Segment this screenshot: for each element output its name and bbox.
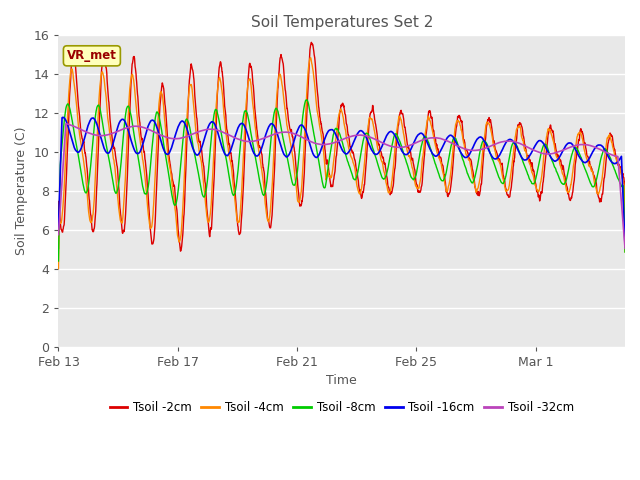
Y-axis label: Soil Temperature (C): Soil Temperature (C) xyxy=(15,127,28,255)
Tsoil -8cm xyxy=(54,258,62,264)
Line: Tsoil -2cm: Tsoil -2cm xyxy=(58,42,625,251)
Tsoil -16cm xyxy=(186,137,194,143)
Tsoil -16cm xyxy=(136,150,143,156)
Tsoil -4cm xyxy=(186,82,194,88)
Title: Soil Temperatures Set 2: Soil Temperatures Set 2 xyxy=(250,15,433,30)
Line: Tsoil -16cm: Tsoil -16cm xyxy=(58,117,625,246)
Tsoil -16cm xyxy=(280,150,287,156)
Tsoil -32cm xyxy=(82,129,90,135)
Tsoil -4cm xyxy=(307,55,314,60)
Tsoil -16cm xyxy=(60,114,67,120)
Text: VR_met: VR_met xyxy=(67,49,117,62)
Tsoil -8cm xyxy=(82,190,90,196)
Tsoil -16cm xyxy=(621,243,629,249)
Tsoil -32cm xyxy=(54,232,62,238)
Tsoil -8cm xyxy=(182,117,189,123)
X-axis label: Time: Time xyxy=(326,374,357,387)
Tsoil -2cm xyxy=(177,248,184,254)
Tsoil -2cm xyxy=(621,234,629,240)
Tsoil -4cm xyxy=(279,90,287,96)
Tsoil -16cm xyxy=(468,145,476,151)
Tsoil -8cm xyxy=(135,160,143,166)
Tsoil -8cm xyxy=(621,249,629,255)
Tsoil -2cm xyxy=(135,113,143,119)
Tsoil -16cm xyxy=(82,130,90,136)
Tsoil -32cm xyxy=(280,129,287,135)
Tsoil -32cm xyxy=(136,124,143,130)
Tsoil -2cm xyxy=(308,39,316,45)
Tsoil -2cm xyxy=(182,159,190,165)
Tsoil -32cm xyxy=(182,134,190,140)
Tsoil -2cm xyxy=(280,63,287,69)
Tsoil -32cm xyxy=(62,121,70,127)
Tsoil -4cm xyxy=(621,249,629,254)
Tsoil -32cm xyxy=(468,147,476,153)
Tsoil -4cm xyxy=(468,175,476,180)
Tsoil -2cm xyxy=(469,168,477,174)
Tsoil -8cm xyxy=(303,97,310,103)
Tsoil -4cm xyxy=(82,173,90,179)
Line: Tsoil -4cm: Tsoil -4cm xyxy=(58,58,625,269)
Tsoil -8cm xyxy=(186,126,194,132)
Tsoil -4cm xyxy=(54,266,62,272)
Tsoil -16cm xyxy=(182,123,190,129)
Tsoil -4cm xyxy=(182,137,189,143)
Tsoil -32cm xyxy=(621,245,629,251)
Tsoil -8cm xyxy=(468,180,476,186)
Tsoil -2cm xyxy=(54,245,62,251)
Tsoil -16cm xyxy=(54,226,62,231)
Tsoil -2cm xyxy=(186,68,194,73)
Tsoil -32cm xyxy=(186,132,194,138)
Legend: Tsoil -2cm, Tsoil -4cm, Tsoil -8cm, Tsoil -16cm, Tsoil -32cm: Tsoil -2cm, Tsoil -4cm, Tsoil -8cm, Tsoi… xyxy=(105,396,579,419)
Line: Tsoil -32cm: Tsoil -32cm xyxy=(58,124,625,248)
Line: Tsoil -8cm: Tsoil -8cm xyxy=(58,100,625,261)
Tsoil -4cm xyxy=(135,129,143,135)
Tsoil -8cm xyxy=(279,136,287,142)
Tsoil -2cm xyxy=(82,153,90,159)
